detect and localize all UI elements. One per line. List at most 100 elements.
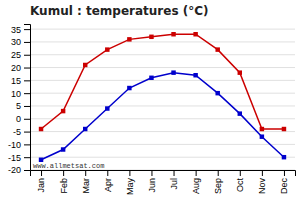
- marker: [238, 111, 242, 115]
- plot: -20 -15 -10 -5 0 5 10 15 20 25 30 35 Jan Feb Mar Apr May…: [8, 25, 296, 196]
- tick: Jun: [147, 170, 157, 193]
- tick-label: Apr: [103, 178, 113, 192]
- marker: [105, 106, 109, 110]
- marker: [260, 127, 264, 131]
- tick-mark: [24, 106, 30, 107]
- marker: [238, 70, 242, 74]
- chart: -20 -15 -10 -5 0 5 10 15 20 25 30 35 Jan Feb Mar Apr May…: [0, 0, 305, 200]
- tick-label: 15: [11, 76, 21, 86]
- tick: 10: [11, 89, 30, 99]
- tick: -15: [8, 153, 30, 163]
- tick-label: Sep: [213, 178, 223, 194]
- tick-mark: [196, 170, 197, 176]
- tick: May: [125, 170, 135, 195]
- tick: 15: [11, 76, 30, 86]
- marker: [83, 63, 87, 67]
- grid-line: [30, 118, 295, 119]
- tick: 0: [16, 114, 30, 124]
- tick: 35: [11, 25, 30, 35]
- tick-mark: [24, 93, 30, 94]
- marker: [149, 76, 153, 80]
- tick: Feb: [59, 170, 69, 194]
- tick-mark: [24, 55, 30, 56]
- grid-line: [30, 93, 295, 94]
- axis-line: [24, 25, 31, 171]
- marker: [127, 86, 131, 90]
- tick-label: May: [125, 178, 135, 196]
- tick: Aug: [191, 170, 201, 194]
- tick-mark: [24, 68, 30, 69]
- tick-mark: [24, 170, 30, 171]
- tick-label: Feb: [59, 178, 69, 194]
- tick-label: 25: [11, 50, 21, 60]
- grid-line: [30, 41, 295, 42]
- tick: -10: [8, 140, 30, 150]
- grid-line: [30, 67, 295, 68]
- tick-mark: [24, 157, 30, 158]
- tick: 30: [11, 37, 30, 47]
- tick-label: -20: [8, 165, 21, 175]
- tick: 20: [11, 63, 30, 73]
- grid-line: [30, 54, 295, 55]
- tick-mark: [107, 170, 108, 176]
- tick-label: 5: [16, 101, 21, 111]
- tick-label: -15: [8, 153, 21, 163]
- marker: [83, 127, 87, 131]
- tick-label: 20: [11, 63, 21, 73]
- marker: [39, 127, 43, 131]
- grid-line: [30, 105, 295, 106]
- tick: Nov: [257, 170, 267, 194]
- data: [39, 32, 286, 162]
- tick: Jul: [169, 170, 179, 190]
- marker: [105, 47, 109, 51]
- grid-line: [30, 29, 295, 30]
- axis-line: [31, 171, 296, 177]
- tick: Dec: [279, 170, 289, 194]
- tick-mark: [151, 170, 152, 176]
- tick: 25: [11, 50, 30, 60]
- tick-label: 30: [11, 37, 21, 47]
- marker: [260, 134, 264, 138]
- marker: [61, 147, 65, 151]
- marker: [127, 37, 131, 41]
- tick-mark: [24, 119, 30, 120]
- marker: [61, 109, 65, 113]
- tick-label: 10: [11, 89, 21, 99]
- grid-line: [30, 80, 295, 81]
- tick-mark: [262, 170, 263, 176]
- tick-label: Aug: [191, 178, 201, 194]
- tick-mark: [129, 170, 130, 176]
- tick-label: Oct: [235, 178, 245, 193]
- tick-mark: [218, 170, 219, 176]
- marker: [171, 32, 175, 36]
- grid-line: [30, 131, 295, 132]
- tick-label: 35: [11, 25, 21, 35]
- tick: 5: [16, 101, 30, 111]
- tick-label: Jan: [36, 178, 46, 193]
- tick: Mar: [81, 170, 91, 194]
- tick-mark: [24, 132, 30, 133]
- grid-line: [30, 157, 295, 158]
- tick-label: 0: [16, 114, 21, 124]
- title: Kumul : temperatures (°C): [30, 4, 209, 18]
- tick-label: -10: [8, 140, 21, 150]
- tick: Oct: [235, 170, 245, 192]
- tick-label: Dec: [279, 178, 289, 195]
- marker: [193, 73, 197, 77]
- tick-mark: [24, 80, 30, 81]
- tick-mark: [85, 170, 86, 176]
- marker: [171, 70, 175, 74]
- tick: Apr: [103, 170, 113, 192]
- tick: Jan: [36, 170, 46, 193]
- tick-mark: [24, 29, 30, 30]
- tick-mark: [63, 170, 64, 176]
- tick-mark: [41, 170, 42, 176]
- tick: -5: [13, 127, 30, 137]
- x-axis: Jan Feb Mar Apr May Jun Jul Aug Sep Oct Nov Dec: [31, 170, 296, 195]
- line: [41, 34, 284, 129]
- marker: [282, 127, 286, 131]
- y-axis: -20 -15 -10 -5 0 5 10 15 20 25 30 35: [8, 25, 31, 176]
- tick-label: Nov: [257, 178, 267, 195]
- annotation: www.allmetsat.com: [33, 162, 104, 170]
- tick: -20: [8, 165, 30, 175]
